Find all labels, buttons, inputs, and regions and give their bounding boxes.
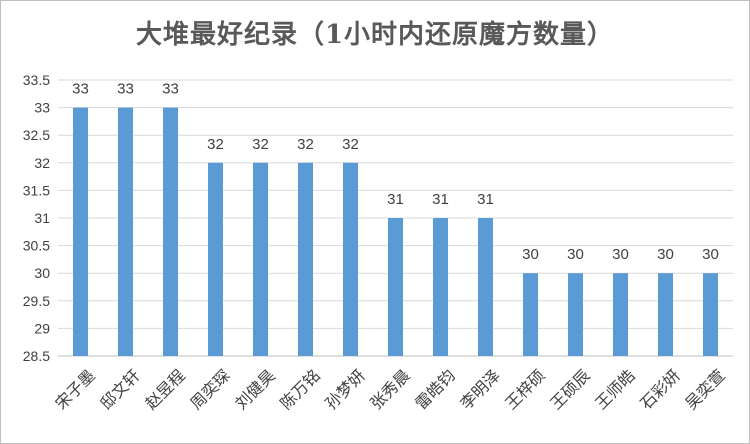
data-label: 30 (567, 246, 584, 263)
y-tick-label: 29 (34, 320, 50, 336)
category-label: 王师皓 (591, 366, 638, 413)
category-label: 赵昱程 (141, 366, 188, 413)
bar (658, 273, 673, 356)
data-label: 30 (522, 246, 539, 263)
y-tick-label: 31 (34, 210, 50, 226)
data-label: 33 (117, 81, 134, 98)
y-tick-label: 29.5 (23, 293, 50, 309)
data-label: 30 (702, 246, 719, 263)
category-label: 孙梦妍 (321, 366, 368, 413)
bar (613, 273, 628, 356)
bar (433, 218, 448, 356)
y-tick-label: 30 (34, 265, 50, 281)
data-labels: 33 33 33 32 32 32 32 31 31 31 30 30 30 30 30 (72, 81, 719, 264)
data-label: 32 (252, 136, 269, 153)
y-tick-label: 32 (34, 155, 50, 171)
data-label: 31 (477, 191, 494, 208)
category-labels: 宋子墨邸文轩赵昱程周奕琛刘健昊陈万铭孙梦妍张秀晨雷皓钧李明泽王梓硕王硕辰王师皓石… (51, 366, 728, 413)
bars (73, 107, 718, 356)
bar (118, 107, 133, 356)
bar (388, 218, 403, 356)
y-axis-ticks: 28.5 29 29.5 30 30.5 31 31.5 32 32.5 33 33.5 (23, 72, 50, 364)
data-label: 31 (432, 191, 449, 208)
bar (478, 218, 493, 356)
bar (163, 107, 178, 356)
bar (568, 273, 583, 356)
data-label: 30 (612, 246, 629, 263)
y-tick-label: 30.5 (23, 238, 50, 254)
y-tick-label: 31.5 (23, 182, 50, 198)
category-label: 邸文轩 (96, 366, 143, 413)
bar (253, 162, 268, 356)
data-label: 32 (207, 136, 224, 153)
data-label: 33 (72, 81, 89, 98)
category-label: 宋子墨 (51, 366, 98, 413)
y-tick-label: 32.5 (23, 127, 50, 143)
y-tick-label: 28.5 (23, 348, 50, 364)
category-label: 王硕辰 (546, 366, 593, 413)
category-label: 石彩妍 (636, 366, 683, 413)
category-label: 张秀晨 (366, 366, 413, 413)
y-tick-label: 33 (34, 100, 50, 116)
data-label: 32 (297, 136, 314, 153)
data-label: 33 (162, 81, 179, 98)
data-label: 30 (657, 246, 674, 263)
data-label: 31 (387, 191, 404, 208)
bar (73, 107, 88, 356)
category-label: 王梓硕 (501, 366, 548, 413)
category-label: 陈万铭 (276, 366, 323, 413)
bar (703, 273, 718, 356)
chart-title: 大堆最好纪录（1小时内还原魔方数量） (135, 20, 615, 50)
data-label: 32 (342, 136, 359, 153)
category-label: 雷皓钧 (411, 366, 458, 413)
category-label: 李明泽 (456, 366, 503, 413)
bar (298, 162, 313, 356)
category-label: 周奕琛 (186, 366, 233, 413)
bar (208, 162, 223, 356)
y-tick-label: 33.5 (23, 72, 50, 88)
bar (523, 273, 538, 356)
bar (343, 162, 358, 356)
category-label: 吴奕萱 (681, 366, 728, 413)
category-label: 刘健昊 (231, 366, 278, 413)
